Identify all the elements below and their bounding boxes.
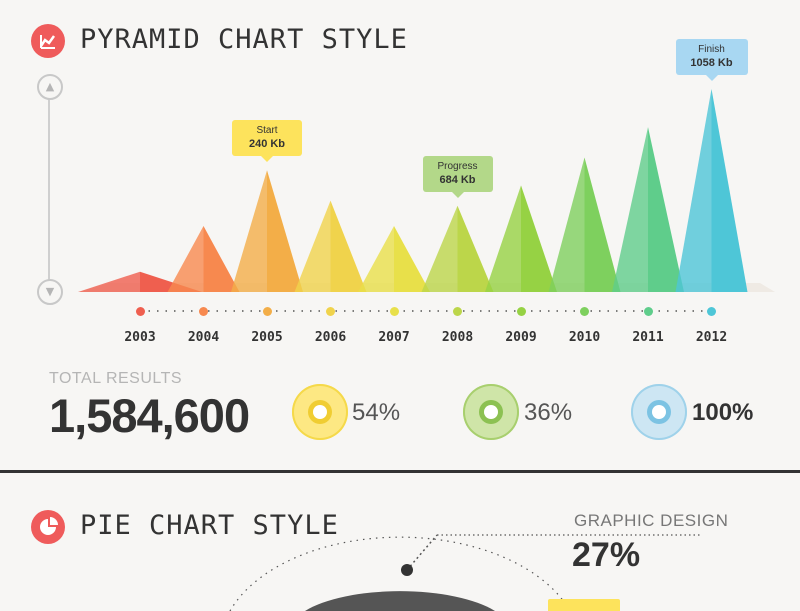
total-results-label: TOTAL RESULTS: [49, 370, 183, 387]
pie-callout-value: 27%: [572, 536, 641, 574]
timeline-dot-2009[interactable]: [516, 307, 526, 316]
total-results-value: 1,584,600: [49, 389, 250, 442]
tooltip-label: Start: [256, 125, 278, 137]
year-label-2007: 2007: [378, 330, 410, 345]
timeline-dot-2010[interactable]: [580, 307, 589, 316]
pyramid-chart: [78, 89, 775, 292]
year-label-2005: 2005: [251, 330, 283, 345]
year-label-2009: 2009: [505, 330, 537, 345]
section-divider: [0, 470, 800, 473]
section-title: PIE CHART STYLE: [80, 510, 339, 541]
timeline-dot-2003[interactable]: [135, 307, 145, 316]
tooltip-label: Finish: [698, 44, 725, 55]
stat-ring-3: [631, 384, 687, 440]
stat-ring-2: [463, 384, 519, 440]
pyramid-2003[interactable]: [78, 271, 202, 292]
pyramid-2004[interactable]: [167, 226, 240, 292]
year-label-2008: 2008: [441, 330, 474, 345]
tooltip-label: Progress: [437, 160, 478, 172]
pyramid-2009[interactable]: [485, 185, 557, 292]
pyramid-2005[interactable]: [231, 170, 303, 292]
timeline-dot-2011[interactable]: [643, 307, 653, 316]
pyramid-2012[interactable]: [675, 89, 748, 292]
timeline-dot-2007[interactable]: [389, 307, 399, 316]
pyramid-2008[interactable]: [421, 205, 494, 292]
tooltip-start: Start 240 Kb: [232, 120, 302, 163]
page-title: PYRAMID CHART STYLE: [80, 24, 408, 55]
stat-value-2: 36%: [524, 399, 573, 426]
stat-ring-1: [292, 384, 348, 440]
vertical-slider-track[interactable]: [48, 95, 50, 280]
thumbs-down-icon[interactable]: ▼: [37, 279, 63, 305]
tooltip-value: 1058 Kb: [690, 57, 733, 69]
timeline-dot-2004[interactable]: [199, 307, 208, 316]
stat-value-3: 100%: [692, 399, 754, 426]
pyramid-2011[interactable]: [612, 127, 684, 292]
pyramid-2007[interactable]: [358, 226, 430, 292]
year-label-2004: 2004: [187, 330, 220, 345]
year-label-2006: 2006: [314, 330, 347, 345]
tooltip-progress: Progress 684 Kb: [422, 155, 493, 198]
pie-callout-label: GRAPHIC DESIGN: [574, 511, 729, 530]
year-label-2012: 2012: [695, 330, 728, 345]
pyramid-2006[interactable]: [294, 200, 367, 292]
pie-chart-partial: [229, 534, 700, 611]
pie-chart-icon: [31, 510, 65, 544]
timeline-dot-2012[interactable]: [707, 307, 716, 316]
tooltip-finish: Finish 1058 Kb: [675, 39, 748, 81]
timeline-dotted-line: [140, 310, 712, 312]
thumbs-up-icon[interactable]: ▲: [37, 74, 63, 100]
timeline-dot-2005[interactable]: [262, 307, 272, 316]
timeline-dot-2008[interactable]: [453, 307, 462, 316]
year-label-2010: 2010: [568, 330, 601, 345]
year-label-2003: 2003: [124, 330, 156, 345]
tooltip-value: 684 Kb: [439, 173, 476, 186]
year-label-2011: 2011: [632, 330, 664, 345]
pyramid-2010[interactable]: [548, 157, 621, 292]
timeline-dot-2006[interactable]: [326, 307, 335, 316]
line-chart-icon: [31, 24, 65, 58]
stat-value-1: 54%: [352, 399, 401, 426]
tooltip-value: 240 Kb: [248, 138, 286, 151]
